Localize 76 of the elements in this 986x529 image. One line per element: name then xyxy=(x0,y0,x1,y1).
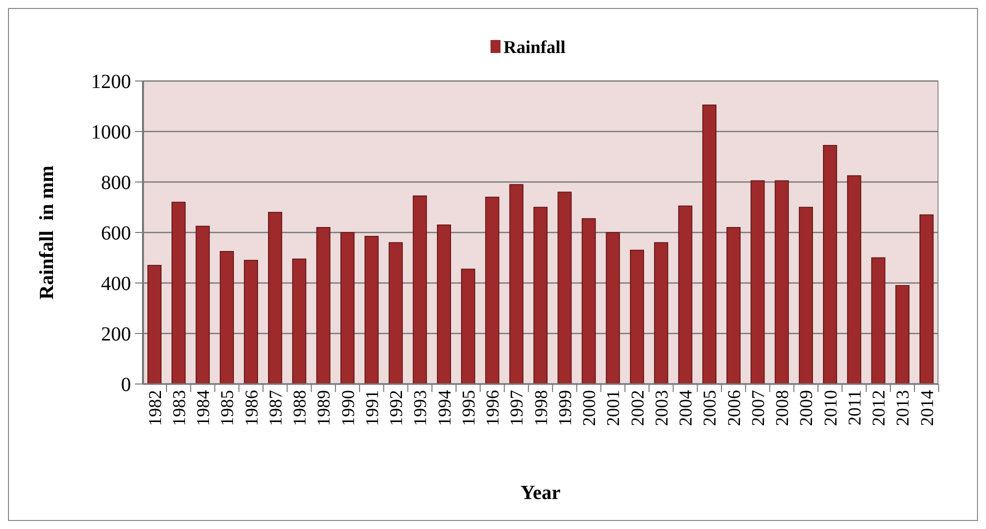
bar xyxy=(533,206,548,384)
y-tick-label: 1000 xyxy=(91,122,131,144)
x-tick-label: 2003 xyxy=(651,390,672,426)
bar xyxy=(364,236,379,384)
bar xyxy=(822,144,838,384)
bar xyxy=(412,195,427,384)
x-tick-label: 2007 xyxy=(748,390,768,426)
y-axis-title: Rainfall in mm xyxy=(36,165,58,300)
bar xyxy=(678,206,692,384)
x-tick-label: 1996 xyxy=(482,390,503,426)
bar xyxy=(244,260,258,384)
y-tick-label: 600 xyxy=(101,222,131,244)
bar xyxy=(485,196,500,384)
bar xyxy=(340,232,355,384)
x-tick-label: 1999 xyxy=(554,390,575,426)
x-tick-label: 1994 xyxy=(434,390,454,426)
x-tick-label: 1992 xyxy=(386,390,406,426)
bar xyxy=(388,242,403,384)
bar xyxy=(798,206,813,384)
bar xyxy=(654,242,668,384)
x-tick-label: 1998 xyxy=(530,390,551,426)
bar xyxy=(172,202,186,384)
x-tick-label: 2012 xyxy=(868,390,889,426)
bar xyxy=(196,226,210,384)
bar xyxy=(630,250,644,384)
x-tick-label: 1993 xyxy=(410,390,430,426)
x-tick-label: 1983 xyxy=(168,390,189,426)
x-tick-label: 1988 xyxy=(290,390,310,426)
bar xyxy=(871,257,886,384)
x-axis-title: Year xyxy=(520,482,561,504)
x-tick-label: 1984 xyxy=(193,390,214,426)
bar xyxy=(436,224,452,384)
bar xyxy=(292,258,306,384)
x-tick-label: 2005 xyxy=(700,390,720,426)
x-tick-label: 2004 xyxy=(676,390,696,426)
bar xyxy=(147,264,162,384)
x-tick-label: 1995 xyxy=(458,390,478,426)
x-tick-label: 1989 xyxy=(314,390,334,426)
x-tick-label: 1986 xyxy=(241,390,262,426)
x-tick-label: 2010 xyxy=(820,390,840,426)
y-tick-label: 1200 xyxy=(91,71,131,93)
y-tick-label: 200 xyxy=(101,324,131,346)
bar xyxy=(316,227,330,384)
x-tick-label: 2013 xyxy=(892,390,913,426)
x-tick-label: 2002 xyxy=(627,390,648,426)
x-tick-label: 2009 xyxy=(796,390,816,426)
x-tick-label: 2001 xyxy=(603,390,624,426)
bar xyxy=(750,180,765,384)
bar xyxy=(582,218,596,384)
bar xyxy=(726,227,741,384)
x-tick-label: 1990 xyxy=(338,390,358,426)
bar xyxy=(702,104,716,384)
x-tick-label: 2011 xyxy=(844,390,864,426)
x-tick-label: 1991 xyxy=(362,390,382,426)
bar xyxy=(220,251,234,384)
x-tick-label: 2008 xyxy=(772,390,792,426)
x-tick-label: 1987 xyxy=(265,390,286,426)
bar xyxy=(847,175,862,384)
legend-label: Rainfall xyxy=(504,37,566,57)
bar xyxy=(920,214,934,384)
y-tick-label: 0 xyxy=(121,374,131,396)
x-tick-label: 2014 xyxy=(916,390,937,426)
x-tick-label: 1997 xyxy=(506,390,527,426)
bar xyxy=(461,268,476,384)
bar xyxy=(268,212,282,384)
x-tick-label: 1982 xyxy=(144,390,165,426)
x-tick-label: 2006 xyxy=(724,390,744,426)
bar xyxy=(558,192,572,384)
bar xyxy=(895,285,910,384)
x-tick-label: 2000 xyxy=(579,390,600,426)
y-tick-label: 800 xyxy=(101,172,131,194)
y-tick-label: 400 xyxy=(101,273,131,295)
bar xyxy=(774,180,789,384)
bar xyxy=(509,184,524,384)
x-tick-label: 1985 xyxy=(217,390,238,426)
bar xyxy=(606,232,620,384)
